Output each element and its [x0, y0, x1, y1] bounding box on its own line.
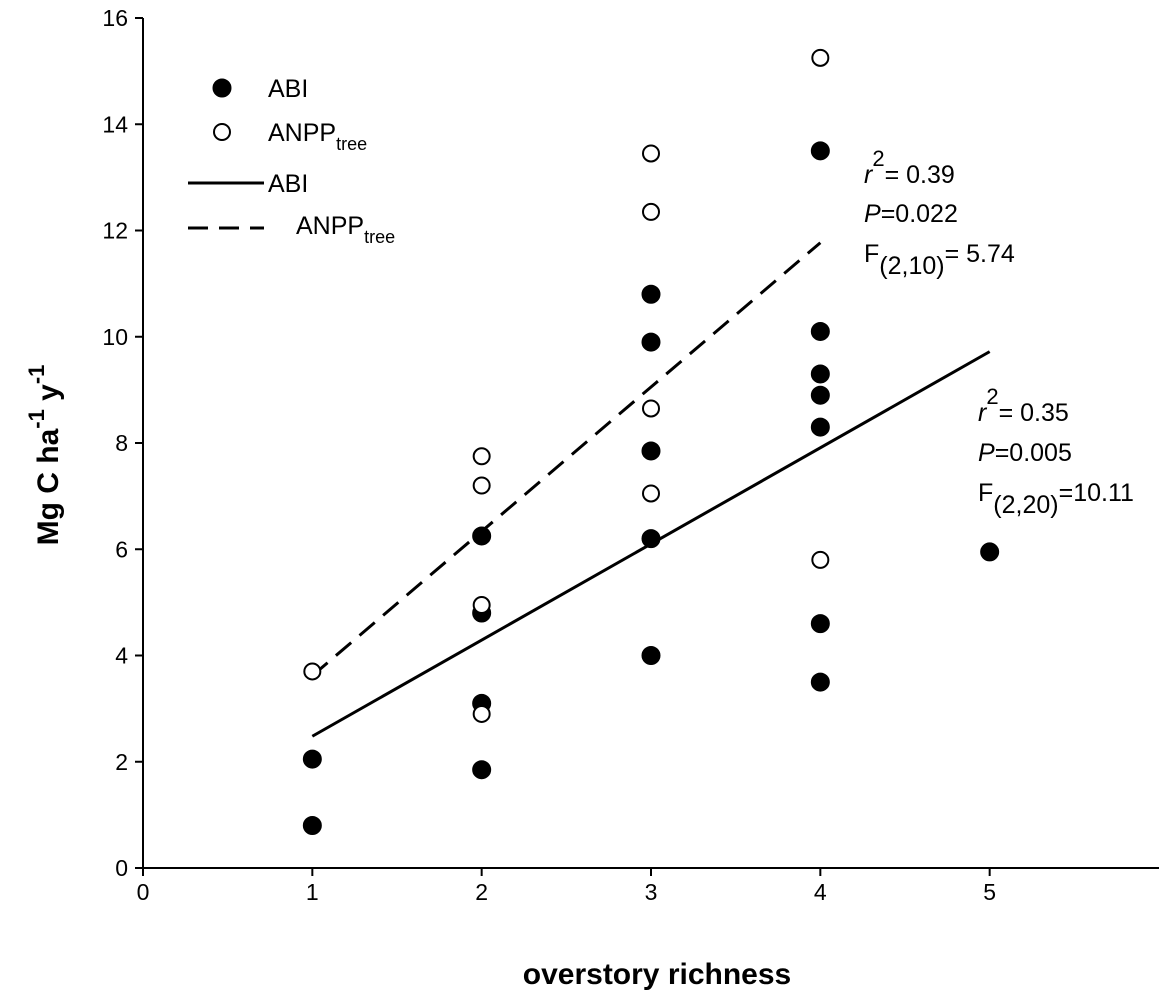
anpp-p: P=0.022: [864, 200, 958, 228]
abi-point: [641, 441, 661, 461]
y-tick-label: 2: [115, 749, 128, 775]
annotation-anpp-stats: r2= 0.39 P=0.022 F(2,10)= 5.74: [864, 146, 1015, 280]
abi-point: [472, 526, 492, 546]
y-tick-label: 12: [102, 218, 128, 244]
abi-point: [641, 646, 661, 665]
y-axis-title: Mg C ha-1 y-1: [24, 365, 65, 546]
anpptree-point: [642, 484, 660, 503]
abi-r2: r2= 0.35: [978, 384, 1069, 427]
abi-point: [472, 760, 492, 780]
x-tick-label: 3: [645, 879, 658, 905]
legend-anpp-fit-label: ANPPtree: [296, 212, 395, 247]
legend-anpp-marker: [213, 123, 231, 141]
abi-point: [810, 321, 830, 341]
anpptree-point: [811, 48, 830, 67]
legend-abi-fit-label: ABI: [268, 170, 308, 198]
x-tick-label: 4: [814, 879, 827, 905]
x-tick-label: 2: [475, 879, 488, 905]
anpptree-point: [472, 704, 491, 723]
anpptree-point: [472, 596, 491, 615]
abi-f: F(2,20)=10.11: [978, 479, 1134, 519]
x-tick-label: 1: [306, 879, 319, 905]
anpptree-point: [472, 476, 491, 495]
anpptree-point: [811, 550, 830, 569]
abi-point: [641, 332, 661, 352]
abi-point: [810, 614, 830, 634]
abi-point: [302, 749, 322, 769]
y-tick-label: 10: [102, 324, 128, 350]
y-tick-label: 0: [115, 855, 128, 881]
legend-anpp-label: ANPPtree: [268, 119, 367, 154]
abi-point: [810, 364, 830, 384]
x-tick-label: 0: [137, 879, 150, 905]
fit-line-anpptree: [311, 241, 822, 677]
abi-point: [810, 141, 830, 161]
y-tick-label: 14: [102, 111, 128, 137]
y-tick-label: 16: [102, 5, 128, 31]
annotation-abi-stats: r2= 0.35 P=0.005 F(2,20)=10.11: [978, 384, 1134, 519]
legend-abi-marker: [212, 78, 232, 98]
anpp-r2: r2= 0.39: [864, 146, 955, 189]
abi-point: [641, 529, 661, 549]
anpptree-point: [642, 399, 660, 418]
anpptree-point: [472, 447, 491, 466]
markers: [302, 48, 1000, 835]
anpptree-point: [642, 202, 660, 221]
legend: ABI ANPPtree ABI ANPPtree: [188, 75, 395, 247]
abi-point: [641, 284, 661, 304]
anpptree-point: [642, 144, 660, 163]
anpp-f: F(2,10)= 5.74: [864, 240, 1015, 280]
anpptree-point: [303, 662, 322, 681]
x-axis-title: overstory richness: [523, 958, 791, 991]
y-tick-label: 6: [115, 536, 128, 562]
abi-point: [980, 542, 1000, 562]
abi-point: [302, 816, 322, 835]
abi-point: [810, 385, 830, 405]
x-tick-label: 5: [983, 879, 996, 905]
y-tick-label: 8: [115, 430, 128, 456]
legend-abi-label: ABI: [268, 75, 308, 103]
y-tick-label: 4: [115, 643, 128, 669]
abi-point: [810, 417, 830, 437]
abi-point: [810, 672, 830, 692]
abi-p: P=0.005: [978, 439, 1072, 467]
